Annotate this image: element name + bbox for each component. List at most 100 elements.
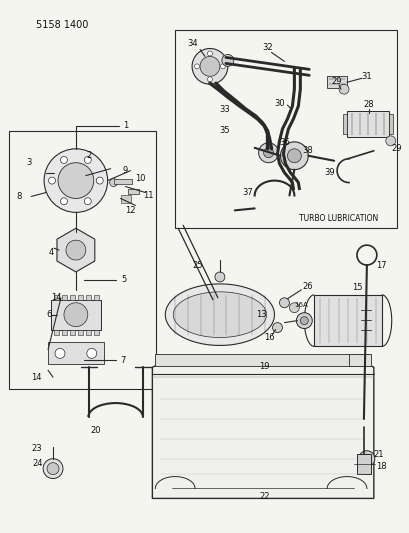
Text: 2: 2 [86,151,91,160]
Bar [48,343,103,365]
Circle shape [296,313,312,328]
Polygon shape [152,359,373,498]
Bar [78,295,83,300]
Circle shape [44,149,108,212]
Text: 33: 33 [219,104,230,114]
Bar [70,329,75,335]
Bar [62,295,67,300]
Circle shape [362,455,370,463]
Text: 5158 1400: 5158 1400 [36,20,88,30]
Bar [94,295,99,300]
Bar [54,295,59,300]
Bar [9,131,156,389]
Text: 34: 34 [187,39,198,48]
Circle shape [61,157,67,164]
Text: 28: 28 [363,100,373,109]
Bar [62,329,67,335]
Circle shape [43,459,63,479]
Circle shape [194,64,199,69]
Text: 38: 38 [301,146,312,155]
Text: 29: 29 [331,77,342,86]
Text: 26: 26 [301,282,312,292]
Bar [85,295,90,300]
Circle shape [55,349,65,358]
Circle shape [48,177,55,184]
Text: 6: 6 [46,310,52,319]
Circle shape [280,142,308,169]
Circle shape [263,148,273,158]
Text: TURBO LUBRICATION: TURBO LUBRICATION [299,214,378,223]
Text: 22: 22 [259,492,269,501]
Circle shape [61,198,67,205]
Text: 20: 20 [90,426,101,435]
Bar [348,354,370,366]
Bar [78,329,83,335]
Circle shape [96,177,103,184]
Text: 16A: 16A [294,302,308,308]
Text: 4: 4 [48,248,54,256]
Circle shape [258,143,278,163]
Text: 16: 16 [264,333,274,342]
Polygon shape [165,284,274,345]
Text: 12: 12 [125,206,135,215]
Circle shape [84,157,91,164]
Circle shape [272,322,282,333]
Bar [346,111,388,137]
Bar [94,329,99,335]
Circle shape [66,240,85,260]
Circle shape [300,317,308,325]
Text: 14: 14 [51,293,61,302]
Text: 14: 14 [31,373,41,382]
Circle shape [47,463,59,474]
Text: 19: 19 [259,362,269,371]
Text: 10: 10 [135,174,145,183]
Circle shape [64,303,88,327]
Circle shape [207,77,212,82]
Circle shape [385,136,395,146]
Polygon shape [57,228,94,272]
Text: 29: 29 [391,144,401,154]
Text: 15: 15 [351,284,361,293]
Circle shape [338,84,348,94]
Circle shape [207,51,212,56]
Text: 23: 23 [32,445,43,453]
Bar [313,295,381,346]
Circle shape [200,56,219,76]
Circle shape [220,64,225,69]
Circle shape [279,298,289,308]
Bar [342,114,346,134]
Text: 32: 32 [262,43,272,52]
Bar [120,196,130,204]
Circle shape [192,49,227,84]
Bar [113,179,131,183]
Text: 24: 24 [32,459,42,468]
Text: 31: 31 [361,72,371,81]
Text: 13: 13 [256,310,266,319]
Bar [326,76,346,88]
Text: 1: 1 [123,122,128,131]
Text: 5: 5 [121,276,126,285]
Bar [54,329,59,335]
Text: 21: 21 [373,450,383,459]
Circle shape [287,149,301,163]
Circle shape [58,163,94,198]
Text: 36: 36 [279,139,289,147]
Text: 17: 17 [375,261,386,270]
Circle shape [221,54,233,67]
Text: 30: 30 [274,99,284,108]
Text: 3: 3 [27,158,32,167]
Bar [388,114,392,134]
Bar [155,354,368,366]
Bar [175,30,396,228]
Polygon shape [173,292,266,337]
Text: 18: 18 [375,462,386,471]
Text: 39: 39 [323,168,334,177]
Bar [127,189,139,195]
Text: 37: 37 [242,188,252,197]
Bar [85,329,90,335]
Text: 11: 11 [143,191,153,200]
Circle shape [214,272,224,282]
Circle shape [84,198,91,205]
Bar [70,295,75,300]
Text: 8: 8 [16,192,22,201]
